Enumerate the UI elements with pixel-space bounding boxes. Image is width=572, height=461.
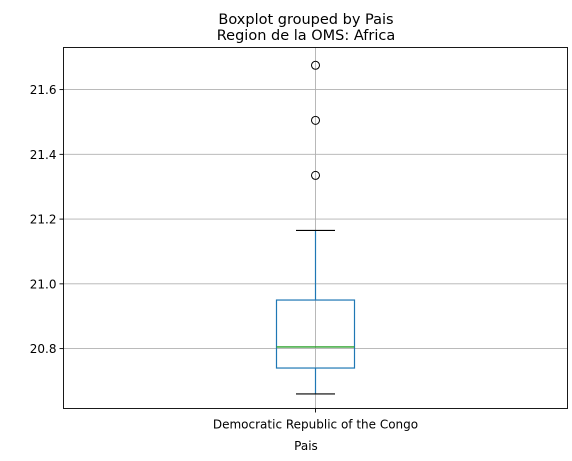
chart-suptitle: Boxplot grouped by Pais (218, 12, 393, 28)
y-tick-label: 21.6 (30, 83, 57, 97)
chart-title: Region de la OMS: Africa (217, 28, 395, 44)
x-axis-label: Pais (294, 439, 318, 453)
y-tick-label: 21.4 (30, 148, 57, 162)
y-tick-label: 21.0 (30, 277, 57, 291)
x-tick-label: Democratic Republic of the Congo (213, 418, 418, 432)
y-tick-label: 21.2 (30, 213, 57, 227)
y-tick-label: 20.8 (30, 342, 57, 356)
